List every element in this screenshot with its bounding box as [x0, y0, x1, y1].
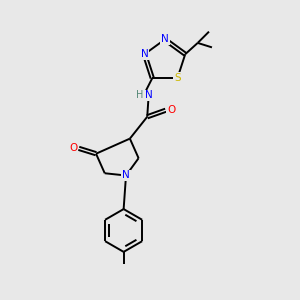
- Text: H: H: [136, 90, 143, 100]
- Text: N: N: [122, 170, 130, 181]
- Text: N: N: [145, 90, 152, 100]
- Text: N: N: [161, 34, 169, 44]
- Text: O: O: [167, 105, 175, 115]
- Text: O: O: [69, 143, 78, 153]
- Text: S: S: [174, 73, 181, 83]
- Text: N: N: [141, 49, 148, 59]
